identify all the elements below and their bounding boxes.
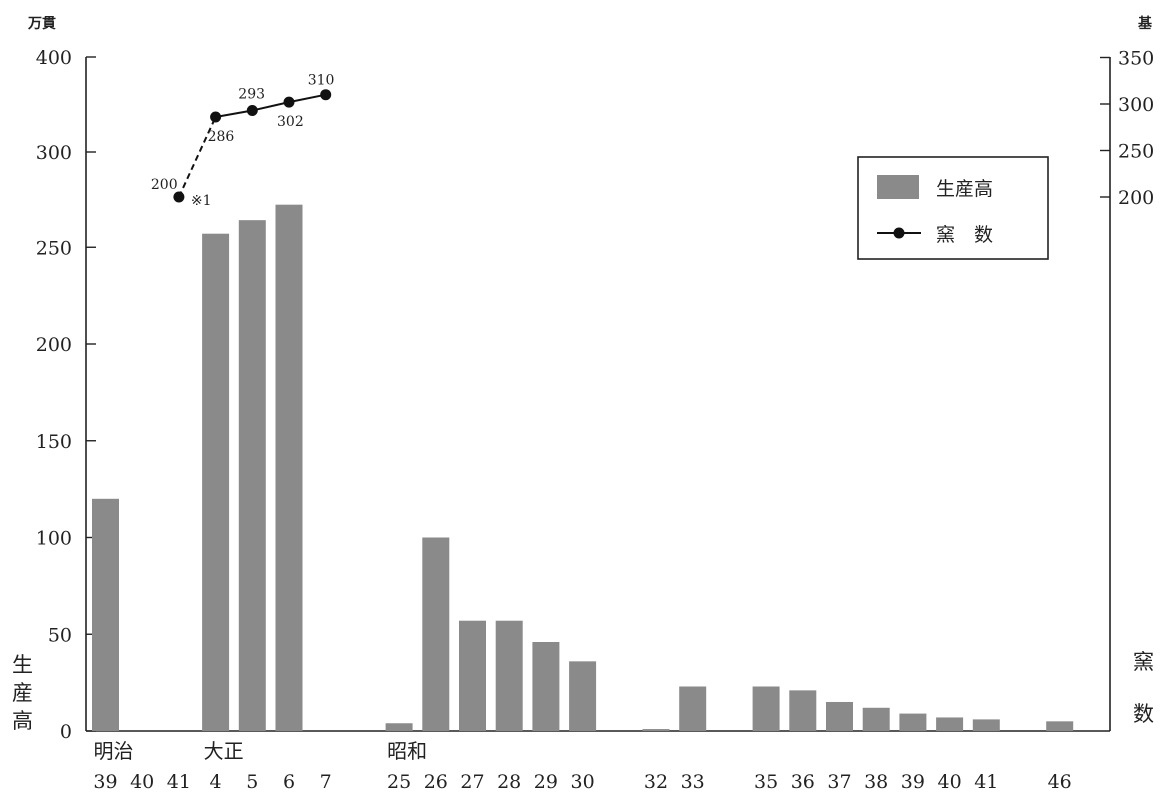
y-left-tick-label: 200	[36, 334, 72, 356]
y-left-label-char: 産	[12, 681, 33, 705]
line-point	[283, 96, 295, 108]
legend: 生産高 窯 数	[857, 156, 1049, 260]
legend-box	[857, 156, 1049, 260]
x-tick-label: 41	[167, 771, 191, 793]
x-tick-label: 7	[320, 771, 332, 793]
y-left-label-char: 生	[12, 653, 33, 677]
legend-line-marker	[893, 227, 905, 239]
y-left-tick-label: 0	[60, 721, 72, 743]
x-tick-label: 40	[938, 771, 962, 793]
x-tick-label: 26	[424, 771, 448, 793]
data-label: 200	[151, 177, 178, 193]
labels: 39 40 41 4 5 6 7 25 26 27 28 29 30 32 33 35 36 37 38 39 40 41…	[93, 73, 1071, 793]
line-segment	[215, 109, 253, 119]
x-tick-label: 35	[754, 771, 778, 793]
bar	[385, 723, 413, 731]
line-series	[173, 89, 332, 203]
bar	[899, 713, 927, 731]
data-label: 310	[308, 73, 335, 89]
y-right-tick-label: 300	[1118, 94, 1154, 116]
line-segment	[288, 93, 326, 104]
data-label: 293	[238, 87, 265, 103]
bar	[936, 717, 964, 731]
x-tick-label: 4	[210, 771, 222, 793]
x-tick-label: 36	[791, 771, 815, 793]
data-label: 302	[277, 114, 304, 130]
x-tick-label: 40	[130, 771, 154, 793]
legend-bar-swatch	[877, 175, 919, 199]
y-left-tick-label: 400	[36, 47, 72, 69]
x-tick-label: 32	[644, 771, 668, 793]
bar	[826, 701, 853, 731]
y-left-tick-label: 100	[36, 528, 72, 550]
x-tick-label: 30	[571, 771, 595, 793]
x-tick-label: 5	[246, 771, 258, 793]
line-segment	[177, 116, 217, 198]
x-tick-label: 28	[497, 771, 521, 793]
x-tick-label: 46	[1048, 771, 1072, 793]
era-label: 昭和	[387, 739, 427, 763]
x-tick-label: 41	[974, 771, 998, 793]
y-left-label-char: 高	[12, 709, 33, 733]
x-tick-label: 29	[534, 771, 558, 793]
x-tick-label: 39	[901, 771, 925, 793]
line-point	[246, 105, 258, 117]
x-tick-label: 33	[681, 771, 705, 793]
bar	[202, 233, 230, 731]
y-right-label-char: 窯	[1133, 650, 1154, 674]
line-point	[210, 111, 222, 123]
bar	[1046, 721, 1074, 731]
line-point	[173, 191, 185, 203]
x-tick-label: 6	[283, 771, 295, 793]
data-label: 286	[208, 129, 235, 145]
era-label: 明治	[94, 739, 134, 763]
data-note: ※1	[191, 193, 212, 209]
bar	[789, 690, 817, 731]
bar	[532, 641, 560, 731]
y-left-tick-label: 50	[48, 624, 72, 646]
bar	[642, 729, 670, 731]
bar	[275, 204, 303, 731]
y-left-tick-label: 250	[36, 237, 72, 259]
bars	[92, 204, 1074, 731]
x-tick-label: 27	[460, 771, 484, 793]
x-tick-label: 37	[827, 771, 851, 793]
bar	[238, 220, 266, 731]
x-tick-label: 25	[387, 771, 411, 793]
y-right-tick-label: 250	[1118, 141, 1154, 163]
x-tick-label: 39	[93, 771, 117, 793]
bar	[92, 498, 119, 731]
y-right-tick-label: 350	[1118, 48, 1154, 70]
bar	[862, 707, 890, 731]
y-left-unit: 万貫	[27, 16, 56, 32]
y-right-unit: 基	[1138, 15, 1153, 32]
y-left-tick-label: 150	[36, 431, 72, 453]
bar	[569, 661, 597, 731]
axes: 050100150200250300400万貫200250300350基生産高窯…	[12, 15, 1154, 743]
bar	[972, 719, 1000, 731]
line-segment	[252, 101, 290, 112]
bar	[679, 686, 707, 731]
y-right-tick-label: 200	[1118, 187, 1154, 209]
legend-bar-label: 生産高	[936, 178, 993, 200]
bar	[422, 537, 450, 731]
bar	[752, 686, 780, 731]
bar	[495, 620, 523, 731]
line-point	[320, 89, 332, 101]
y-left-tick-label: 300	[36, 142, 72, 164]
legend-line-label: 窯 数	[936, 224, 993, 246]
bar	[459, 620, 486, 731]
y-right-label-char: 数	[1133, 702, 1154, 726]
era-label: 大正	[204, 739, 244, 763]
x-tick-label: 38	[864, 771, 888, 793]
